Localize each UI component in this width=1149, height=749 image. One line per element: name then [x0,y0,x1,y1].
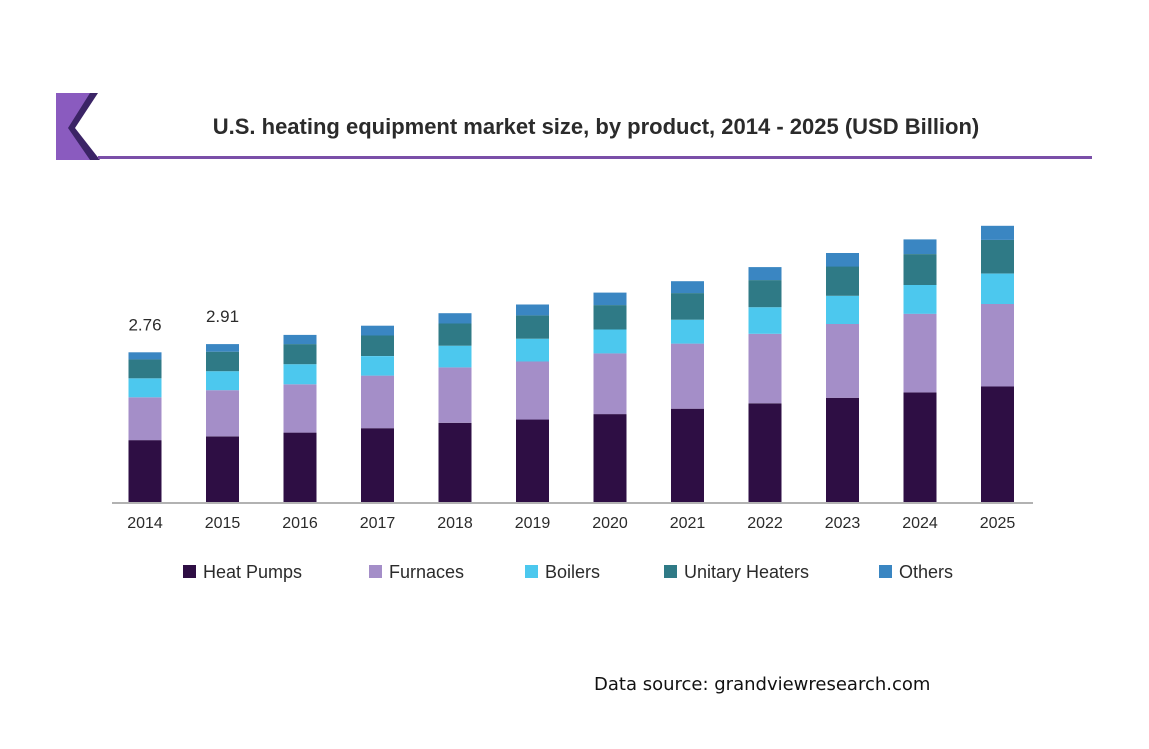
bar-2023-others [826,253,859,267]
bar-2025-unitary-heaters [981,239,1014,274]
bar-2021-others [671,281,704,294]
bar-2022-heat-pumps [748,403,782,502]
bar-2015-furnaces [206,390,239,437]
bar-2018-others [438,313,472,324]
bar-2016-heat-pumps [283,432,317,502]
legend-swatch-boilers [525,565,538,578]
data-source-note: Data source: grandviewresearch.com [594,674,931,695]
bar-2014-others [128,352,162,360]
bar-2021-unitary-heaters [671,293,704,320]
bar-2022-furnaces [748,333,782,404]
bar-2024-furnaces [903,313,937,393]
bar-2015-boilers [206,371,239,391]
bar-2016-unitary-heaters [283,344,317,365]
legend-label-others: Others [899,562,953,582]
bar-2017-furnaces [361,375,394,429]
x-tick-label: 2014 [127,515,163,532]
bar-2020-heat-pumps [593,414,627,502]
x-tick-label: 2023 [825,515,861,532]
bar-2015-others [206,344,239,352]
bar-2024-unitary-heaters [903,254,937,285]
bar-2017-others [361,325,394,336]
bar-2014-heat-pumps [128,440,162,502]
bar-2018-boilers [438,345,472,368]
data-label-2014: 2.76 [128,315,161,334]
legend-swatch-unitary-heaters [664,565,677,578]
bar-2024-heat-pumps [903,392,937,502]
bar-2023-unitary-heaters [826,266,859,296]
bar-2018-furnaces [438,367,472,423]
bar-2024-boilers [903,285,937,314]
legend-label-furnaces: Furnaces [389,562,464,582]
legend-swatch-others [879,565,892,578]
bar-2020-others [593,292,627,306]
bar-2017-heat-pumps [361,428,394,502]
x-tick-label: 2019 [515,515,551,532]
bar-2022-others [748,267,782,281]
bar-2016-others [283,334,317,345]
bar-2022-unitary-heaters [748,280,782,308]
bar-2019-unitary-heaters [516,315,549,339]
bar-2024-others [903,239,937,254]
x-tick-label: 2021 [670,515,706,532]
bar-2020-boilers [593,329,627,354]
bar-2025-boilers [981,273,1014,304]
legend: Heat Pumps Furnaces Boilers Unitary Heaters… [183,562,953,582]
bar-2025-heat-pumps [981,386,1014,502]
bar-2018-heat-pumps [438,422,472,502]
bar-2017-boilers [361,356,394,376]
x-tick-label: 2016 [282,515,318,532]
legend-swatch-heat-pumps [183,565,196,578]
bar-2016-boilers [283,364,317,385]
bar-2019-heat-pumps [516,419,549,502]
x-tick-label: 2024 [902,515,938,532]
legend-label-boilers: Boilers [545,562,600,582]
bar-2021-furnaces [671,343,704,409]
bar-2025-others [981,225,1014,240]
logo-light-shape [56,93,90,160]
bar-2014-furnaces [128,397,162,441]
bar-2021-heat-pumps [671,408,704,502]
legend-label-heat-pumps: Heat Pumps [203,562,302,582]
bar-2023-furnaces [826,324,859,398]
x-tick-label: 2015 [205,515,241,532]
x-tick-label: 2020 [592,515,628,532]
bar-2021-boilers [671,319,704,344]
legend-swatch-furnaces [369,565,382,578]
bar-2023-boilers [826,295,859,324]
bar-2019-others [516,304,549,316]
data-label-2015: 2.91 [206,307,239,326]
x-tick-label: 2017 [360,515,396,532]
bar-2023-heat-pumps [826,397,859,502]
x-tick-label: 2025 [980,515,1016,532]
bar-2016-furnaces [283,384,317,433]
bar-2014-unitary-heaters [128,359,162,379]
bars-group [128,225,1014,502]
bar-2017-unitary-heaters [361,335,394,356]
title-underline [98,156,1092,159]
bar-2020-unitary-heaters [593,305,627,330]
bar-2020-furnaces [593,353,627,415]
bar-2025-furnaces [981,304,1014,387]
bar-2018-unitary-heaters [438,323,472,346]
chart-title: U.S. heating equipment market size, by p… [213,114,980,139]
bar-2019-boilers [516,338,549,362]
brand-logo [56,93,100,160]
data-labels-group: 2.76 2.91 [128,307,239,334]
bar-2015-unitary-heaters [206,351,239,372]
x-tick-label: 2018 [437,515,473,532]
x-tick-labels: 2014 2015 2016 2017 2018 2019 2020 2021 2022 2023… [127,515,1015,532]
bar-2019-furnaces [516,361,549,420]
legend-label-unitary-heaters: Unitary Heaters [684,562,809,582]
bar-2015-heat-pumps [206,436,239,502]
bar-2022-boilers [748,307,782,334]
x-tick-label: 2022 [747,515,783,532]
bar-2014-boilers [128,378,162,398]
